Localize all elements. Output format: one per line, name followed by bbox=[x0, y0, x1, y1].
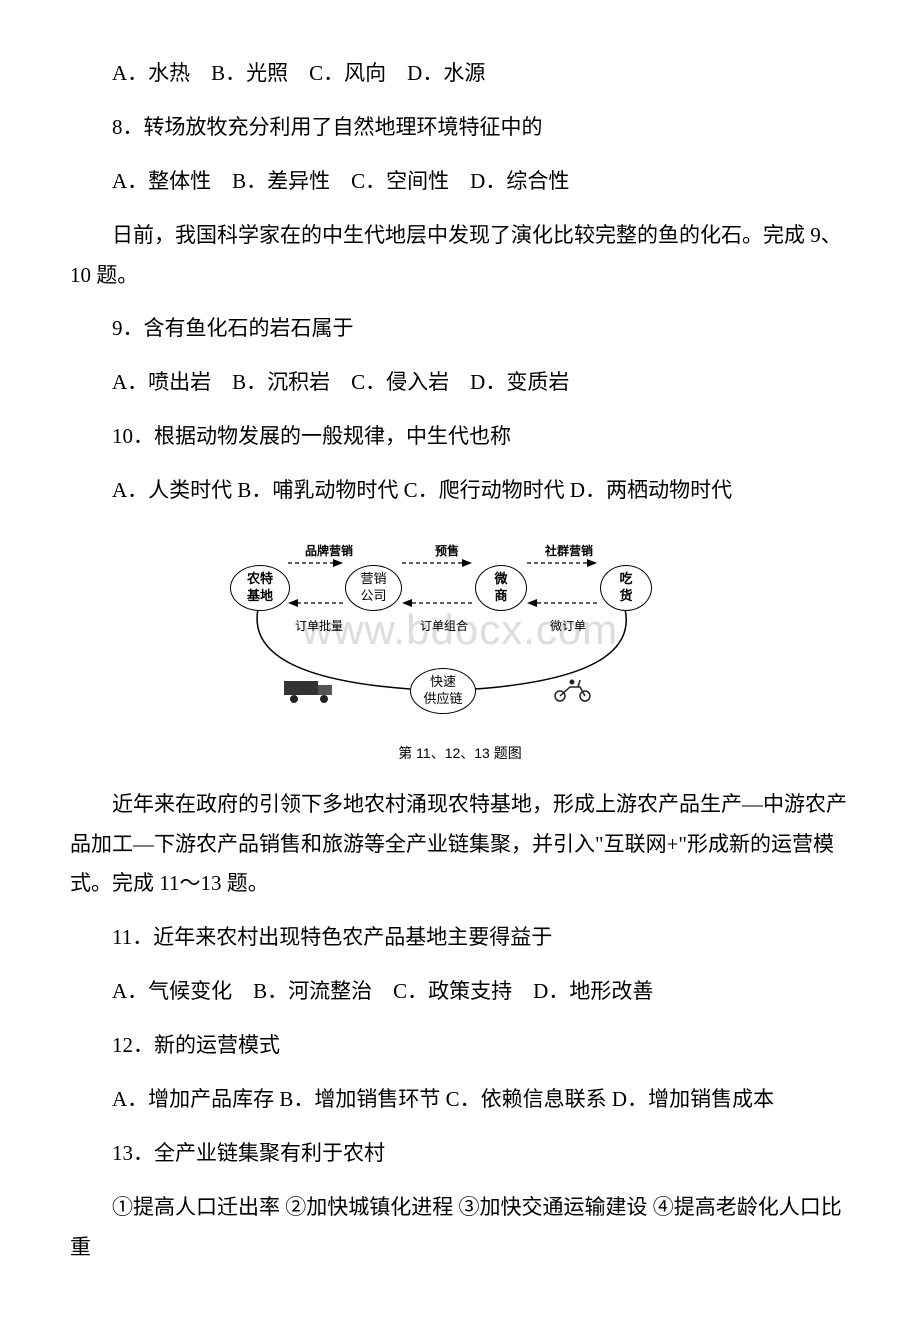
node-chihuo: 吃 货 bbox=[600, 565, 652, 611]
q10-stem: 10．根据动物发展的一般规律，中生代也称 bbox=[70, 417, 850, 457]
node-marketing: 营销 公司 bbox=[345, 565, 402, 611]
q9-stem: 9．含有鱼化石的岩石属于 bbox=[70, 309, 850, 349]
q11-options: A．气候变化 B．河流整治 C．政策支持 D．地形改善 bbox=[70, 972, 850, 1012]
node-supply: 快速 供应链 bbox=[410, 668, 476, 714]
node-supply-l2: 供应链 bbox=[423, 691, 462, 708]
label-presale: 预售 bbox=[435, 540, 459, 563]
node-base: 农特 基地 bbox=[230, 565, 290, 611]
node-weishang: 微 商 bbox=[475, 565, 527, 611]
node-chihuo-l2: 货 bbox=[619, 588, 632, 605]
q8-stem: 8．转场放牧充分利用了自然地理环境特征中的 bbox=[70, 108, 850, 148]
node-weishang-l2: 商 bbox=[494, 588, 507, 605]
q12-stem: 12．新的运营模式 bbox=[70, 1026, 850, 1066]
label-brand: 品牌营销 bbox=[305, 540, 353, 563]
passage-910: 日前，我国科学家在的中生代地层中发现了演化比较完整的鱼的化石。完成 9、10 题… bbox=[70, 216, 850, 296]
node-marketing-l2: 公司 bbox=[360, 588, 386, 605]
q8-options: A．整体性 B．差异性 C．空间性 D．综合性 bbox=[70, 162, 850, 202]
label-order-combo: 订单组合 bbox=[420, 615, 468, 638]
label-micro-order: 微订单 bbox=[550, 615, 586, 638]
diagram-caption: 第 11、12、13 题图 bbox=[70, 740, 850, 767]
flow-diagram: www.bdocx.com 农特 基地 营销 公司 微 商 吃 货 快速 供应链… bbox=[220, 525, 700, 735]
q10-options: A．人类时代 B．哺乳动物时代 C．爬行动物时代 D．两栖动物时代 bbox=[70, 471, 850, 511]
q7-options: A．水热 B．光照 C．风向 D．水源 bbox=[70, 54, 850, 94]
q9-options: A．喷出岩 B．沉积岩 C．侵入岩 D．变质岩 bbox=[70, 363, 850, 403]
truck-icon bbox=[280, 675, 340, 705]
node-chihuo-l1: 吃 bbox=[619, 571, 632, 588]
node-base-l2: 基地 bbox=[247, 588, 273, 605]
node-weishang-l1: 微 bbox=[494, 571, 507, 588]
node-marketing-l1: 营销 bbox=[360, 571, 386, 588]
node-supply-l1: 快速 bbox=[430, 674, 456, 691]
q13-stem: 13．全产业链集聚有利于农村 bbox=[70, 1134, 850, 1174]
node-base-l1: 农特 bbox=[247, 571, 273, 588]
label-order-batch: 订单批量 bbox=[295, 615, 343, 638]
q13-items: ①提高人口迁出率 ②加快城镇化进程 ③加快交通运输建设 ④提高老龄化人口比重 bbox=[70, 1188, 850, 1268]
passage-1113: 近年来在政府的引领下多地农村涌现农特基地，形成上游农产品生产—中游农产品加工—下… bbox=[70, 785, 850, 905]
q11-stem: 11．近年来农村出现特色农产品基地主要得益于 bbox=[70, 918, 850, 958]
q12-options: A．增加产品库存 B．增加销售环节 C．依赖信息联系 D．增加销售成本 bbox=[70, 1080, 850, 1120]
scooter-icon bbox=[550, 677, 595, 703]
label-social: 社群营销 bbox=[545, 540, 593, 563]
